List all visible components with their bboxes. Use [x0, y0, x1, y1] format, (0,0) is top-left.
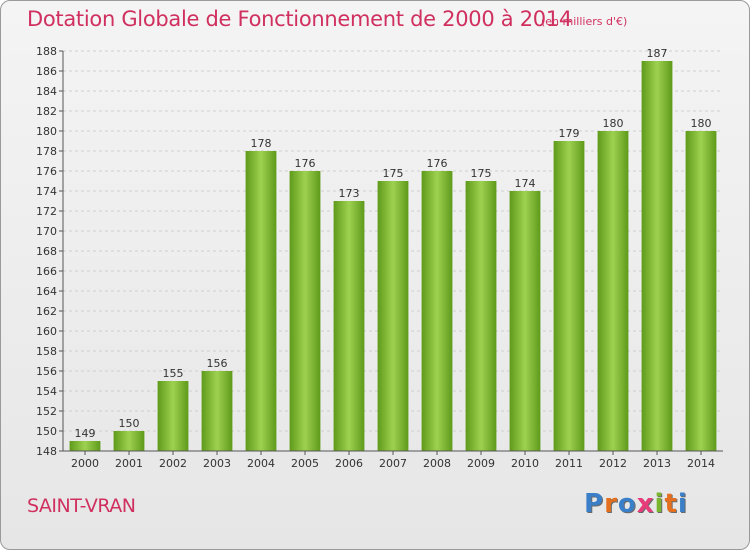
bar-value-label: 179: [559, 127, 580, 140]
y-tick-label: 156: [36, 365, 57, 378]
x-tick-label: 2011: [555, 457, 583, 470]
bar: [597, 131, 629, 451]
y-tick-label: 168: [36, 245, 57, 258]
bar-value-label: 149: [75, 427, 96, 440]
bar-value-label: 150: [119, 417, 140, 430]
bar-value-label: 176: [427, 157, 448, 170]
logo-letter: i: [654, 489, 665, 519]
chart-unit: (en milliers d'€): [541, 15, 628, 28]
x-tick-label: 2010: [511, 457, 539, 470]
x-tick-label: 2009: [467, 457, 495, 470]
x-tick-label: 2013: [643, 457, 671, 470]
bar: [421, 171, 453, 451]
commune-name: SAINT-VRAN: [27, 495, 136, 517]
y-tick-label: 180: [36, 125, 57, 138]
logo-letter: r: [604, 489, 618, 519]
bar-value-label: 180: [603, 117, 624, 130]
proxiti-logo[interactable]: Proxiti: [584, 489, 688, 519]
axes: 148 150 152 154 156 158 160 162 164 166 168 170 172 1…: [36, 45, 723, 470]
bar-value-label: 156: [207, 357, 228, 370]
x-tick-label: 2006: [335, 457, 363, 470]
y-tick-label: 174: [36, 185, 57, 198]
bar-value-label: 180: [691, 117, 712, 130]
y-tick-label: 152: [36, 405, 57, 418]
bar: [289, 171, 321, 451]
x-tick-label: 2002: [159, 457, 187, 470]
bar-value-label: 178: [251, 137, 272, 150]
bar: [245, 151, 277, 451]
x-tick-label: 2001: [115, 457, 143, 470]
bar-value-label: 155: [163, 367, 184, 380]
y-tick-label: 148: [36, 445, 57, 458]
bars: 149 150 155 156 178 176 173 175 176 175 174 179 180 1…: [69, 47, 717, 451]
bar: [69, 441, 101, 451]
x-tick-label: 2014: [687, 457, 715, 470]
y-tick-label: 160: [36, 325, 57, 338]
bar-value-label: 187: [647, 47, 668, 60]
y-tick-label: 162: [36, 305, 57, 318]
x-tick-label: 2008: [423, 457, 451, 470]
bar-value-label: 176: [295, 157, 316, 170]
x-tick-label: 2003: [203, 457, 231, 470]
bar-value-label: 173: [339, 187, 360, 200]
bar: [641, 61, 673, 451]
y-tick-label: 186: [36, 65, 57, 78]
y-tick-label: 172: [36, 205, 57, 218]
y-tick-label: 182: [36, 105, 57, 118]
bar: [333, 201, 365, 451]
bar-value-label: 175: [471, 167, 492, 180]
bar-value-label: 175: [383, 167, 404, 180]
x-tick-label: 2000: [71, 457, 99, 470]
bar: [553, 141, 585, 451]
logo-letter: t: [664, 489, 678, 519]
y-tick-label: 164: [36, 285, 57, 298]
logo-letter: o: [617, 489, 637, 519]
chart-title: Dotation Globale de Fonctionnement de 20…: [27, 7, 572, 31]
y-tick-label: 184: [36, 85, 57, 98]
y-tick-label: 188: [36, 45, 57, 58]
y-tick-label: 158: [36, 345, 57, 358]
bar: [685, 131, 717, 451]
bar: [157, 381, 189, 451]
y-tick-label: 176: [36, 165, 57, 178]
y-tick-label: 166: [36, 265, 57, 278]
bar: [509, 191, 541, 451]
y-tick-label: 150: [36, 425, 57, 438]
logo-letter: P: [584, 489, 605, 519]
x-tick-label: 2007: [379, 457, 407, 470]
x-tick-label: 2012: [599, 457, 627, 470]
y-tick-label: 178: [36, 145, 57, 158]
bar-value-label: 174: [515, 177, 536, 190]
x-tick-label: 2005: [291, 457, 319, 470]
bar: [113, 431, 145, 451]
logo-letter: i: [677, 489, 688, 519]
x-tick-label: 2004: [247, 457, 275, 470]
y-tick-label: 154: [36, 385, 57, 398]
bar: [201, 371, 233, 451]
y-tick-label: 170: [36, 225, 57, 238]
bar: [377, 181, 409, 451]
bar: [465, 181, 497, 451]
logo-letter: x: [636, 489, 655, 519]
